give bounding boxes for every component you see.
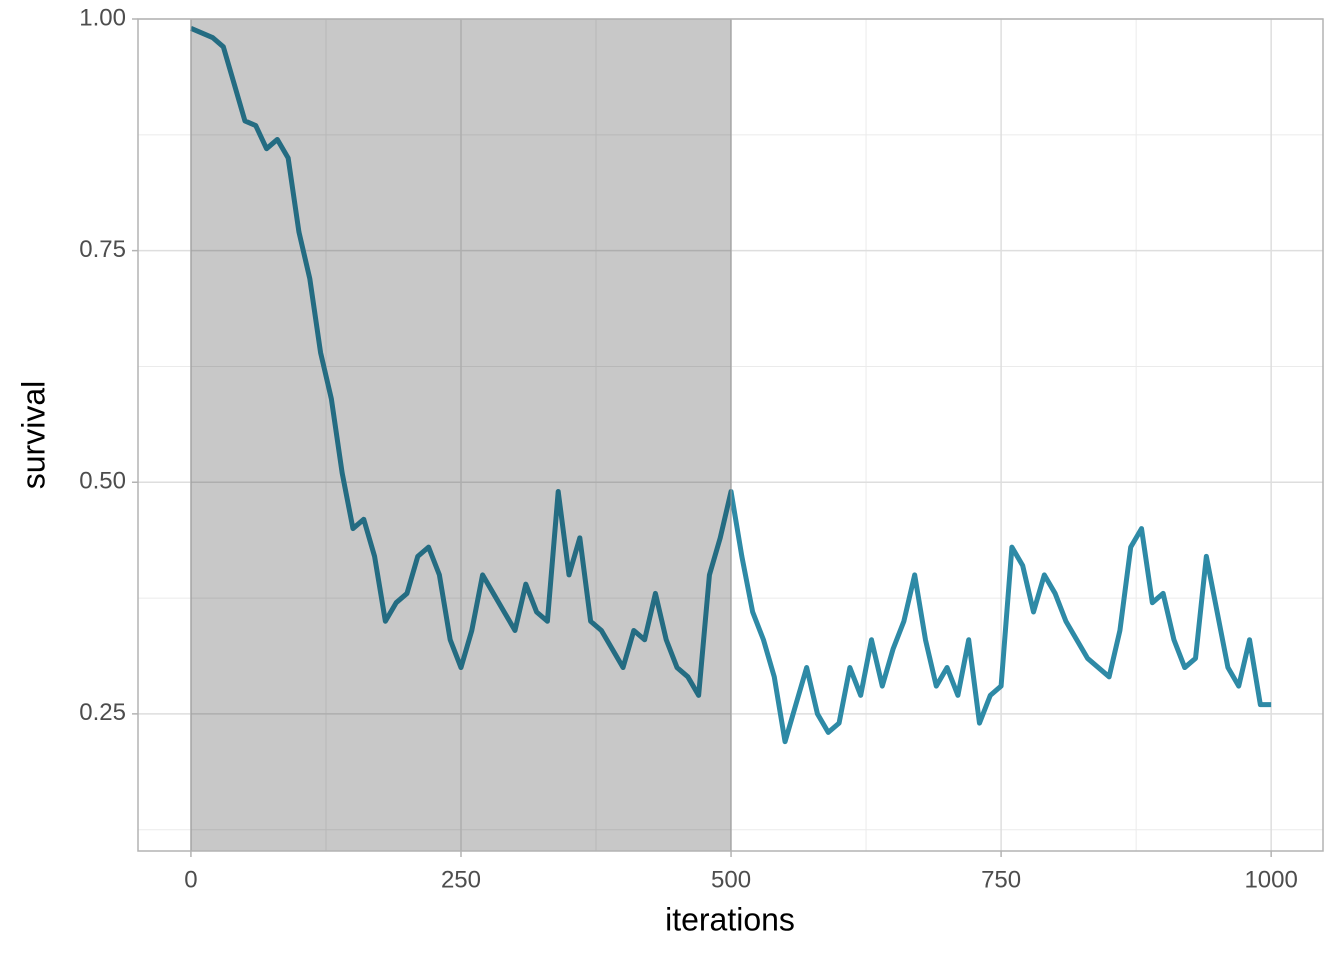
- y-tick-label: 0.50: [79, 468, 126, 495]
- x-axis-title: iterations: [665, 901, 795, 937]
- x-tick-label: 0: [184, 866, 197, 893]
- y-tick-label: 0.75: [79, 236, 126, 263]
- x-tick-label: 250: [441, 866, 481, 893]
- x-tick-label: 750: [981, 866, 1021, 893]
- y-axis-title: survival: [15, 381, 51, 489]
- panel-border: [137, 18, 1324, 852]
- x-tick-label: 500: [711, 866, 751, 893]
- x-tick-label: 1000: [1244, 866, 1297, 893]
- burn-in-shade: [190, 18, 732, 852]
- y-tick-label: 1.00: [79, 4, 126, 31]
- y-tick-label: 0.25: [79, 699, 126, 726]
